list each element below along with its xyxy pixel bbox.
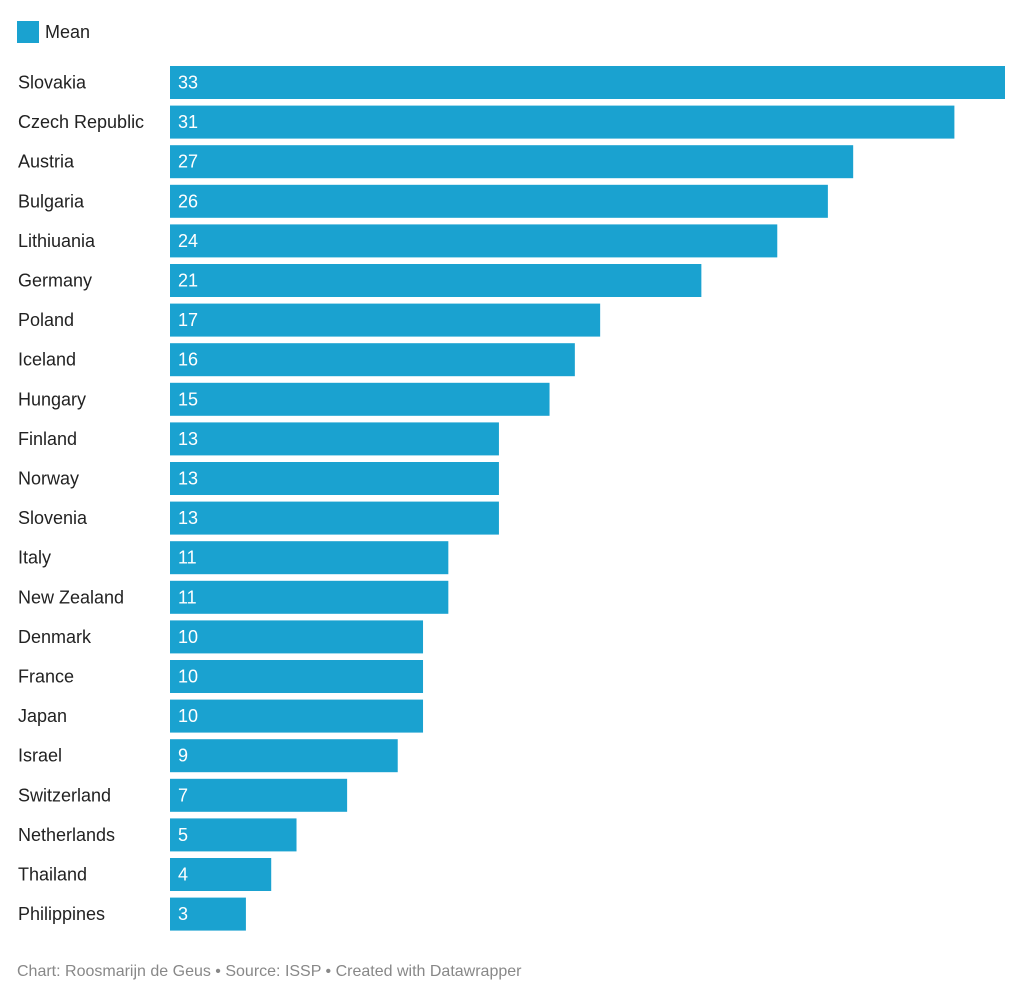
- value-label-switzerland: 7: [178, 785, 188, 805]
- legend-label-mean: Mean: [45, 21, 91, 42]
- bar-switzerland: [170, 778, 348, 812]
- bar-netherlands: [170, 818, 297, 852]
- bar-chart: Slovakia 33 Czech Republic 31 Austria 27 Bulga…: [18, 66, 1005, 931]
- bar-japan: [170, 699, 424, 733]
- value-label-japan: 10: [178, 706, 198, 726]
- bar-lithiuania: [170, 224, 778, 258]
- category-label-bulgaria: Bulgaria: [18, 191, 85, 211]
- value-label-norway: 13: [178, 469, 198, 489]
- bar-hungary: [170, 382, 550, 416]
- value-label-austria: 27: [178, 152, 198, 172]
- bar-czech-republic: [170, 105, 955, 139]
- bar-italy: [170, 541, 449, 575]
- bar-germany: [170, 264, 702, 297]
- category-label-hungary: Hungary: [18, 389, 86, 409]
- value-label-hungary: 15: [178, 389, 198, 409]
- bar-slovenia: [170, 501, 499, 535]
- category-label-germany: Germany: [18, 271, 92, 291]
- bar-philippines: [170, 897, 246, 931]
- value-label-slovakia: 33: [178, 73, 198, 93]
- bar-denmark: [170, 620, 424, 654]
- category-label-norway: Norway: [18, 469, 79, 489]
- value-label-philippines: 3: [178, 904, 188, 924]
- value-label-czech-republic: 31: [178, 112, 198, 132]
- category-label-thailand: Thailand: [18, 865, 87, 885]
- bar-norway: [170, 462, 499, 495]
- category-label-slovenia: Slovenia: [18, 508, 88, 528]
- category-label-poland: Poland: [18, 310, 74, 330]
- value-label-bulgaria: 26: [178, 191, 198, 211]
- value-label-france: 10: [178, 667, 198, 687]
- value-label-denmark: 10: [178, 627, 198, 647]
- category-label-israel: Israel: [18, 746, 62, 766]
- value-label-thailand: 4: [178, 865, 188, 885]
- bar-iceland: [170, 343, 575, 377]
- category-label-finland: Finland: [18, 429, 77, 449]
- category-label-austria: Austria: [18, 152, 75, 172]
- value-label-slovenia: 13: [178, 508, 198, 528]
- category-label-netherlands: Netherlands: [18, 825, 115, 845]
- category-label-france: France: [18, 667, 74, 687]
- value-label-netherlands: 5: [178, 825, 188, 845]
- value-label-poland: 17: [178, 310, 198, 330]
- value-label-israel: 9: [178, 746, 188, 766]
- value-label-finland: 13: [178, 429, 198, 449]
- legend-swatch-mean: [17, 21, 39, 43]
- category-label-japan: Japan: [18, 706, 67, 726]
- category-label-denmark: Denmark: [18, 627, 92, 647]
- category-label-czech-republic: Czech Republic: [18, 112, 144, 132]
- chart-footer: Chart: Roosmarijn de Geus • Source: ISSP…: [17, 963, 522, 980]
- bar-israel: [170, 739, 398, 773]
- category-label-new-zealand: New Zealand: [18, 587, 124, 607]
- category-label-iceland: Iceland: [18, 350, 76, 370]
- bar-bulgaria: [170, 184, 828, 218]
- legend: Mean: [17, 20, 90, 44]
- bar-finland: [170, 422, 499, 456]
- value-label-iceland: 16: [178, 350, 198, 370]
- value-label-germany: 21: [178, 271, 198, 291]
- category-label-lithiuania: Lithiuania: [18, 231, 96, 251]
- bar-new-zealand: [170, 580, 449, 614]
- bar-thailand: [170, 858, 272, 891]
- value-label-new-zealand: 11: [178, 587, 197, 607]
- bar-france: [170, 660, 424, 693]
- category-label-philippines: Philippines: [18, 904, 105, 924]
- value-label-italy: 11: [178, 548, 197, 568]
- category-label-slovakia: Slovakia: [18, 73, 87, 93]
- bar-slovakia: [170, 66, 1005, 99]
- bar-austria: [170, 145, 854, 179]
- category-label-italy: Italy: [18, 548, 51, 568]
- category-label-switzerland: Switzerland: [18, 785, 111, 805]
- value-label-lithiuania: 24: [178, 231, 198, 251]
- bar-poland: [170, 303, 601, 337]
